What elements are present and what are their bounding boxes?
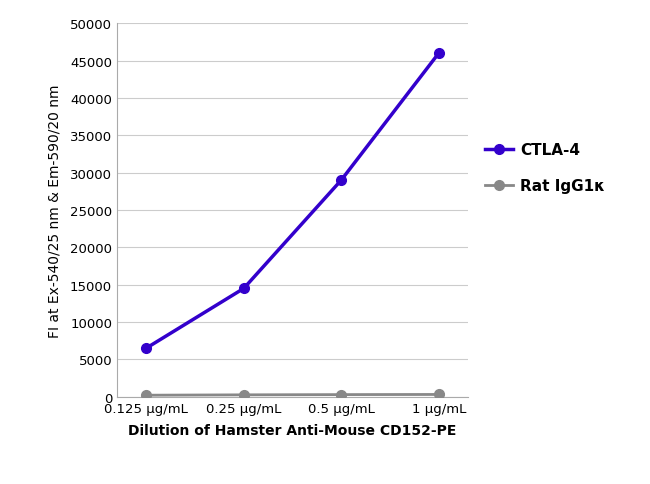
Rat IgG1κ bbox=[142, 393, 150, 398]
CTLA-4 bbox=[240, 286, 248, 292]
Line: CTLA-4: CTLA-4 bbox=[142, 49, 443, 353]
Rat IgG1κ bbox=[240, 392, 248, 398]
Y-axis label: FI at Ex-540/25 nm & Em-590/20 nm: FI at Ex-540/25 nm & Em-590/20 nm bbox=[47, 84, 62, 337]
CTLA-4 bbox=[435, 51, 443, 57]
Rat IgG1κ bbox=[435, 392, 443, 397]
X-axis label: Dilution of Hamster Anti-Mouse CD152-PE: Dilution of Hamster Anti-Mouse CD152-PE bbox=[128, 423, 457, 437]
CTLA-4 bbox=[142, 346, 150, 351]
Rat IgG1κ bbox=[337, 392, 345, 398]
Line: Rat IgG1κ: Rat IgG1κ bbox=[142, 390, 443, 400]
Legend: CTLA-4, Rat IgG1κ: CTLA-4, Rat IgG1κ bbox=[478, 136, 612, 200]
CTLA-4 bbox=[337, 178, 345, 183]
